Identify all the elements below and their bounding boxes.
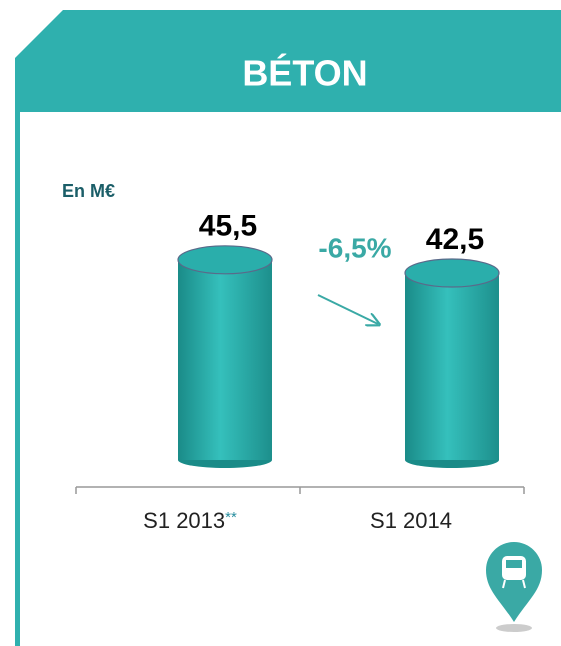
bar: [405, 273, 499, 460]
side-border: [15, 112, 20, 646]
footnote-mark: **: [225, 509, 237, 526]
value-label: 45,5: [199, 210, 257, 243]
value-label: 42,5: [426, 223, 484, 256]
unit-label: En M€: [62, 181, 115, 201]
category-name: S1 2013: [143, 508, 225, 533]
chart-title: BÉTON: [242, 53, 367, 94]
change-annotation: -6,5%: [318, 232, 391, 263]
bar-top: [177, 245, 273, 275]
bar: [178, 259, 272, 460]
header-band: [15, 10, 561, 112]
bar-top: [404, 258, 500, 288]
pin-icon: [486, 542, 542, 632]
category-name: S1 2014: [370, 508, 452, 533]
trend-arrow: [317, 294, 378, 324]
x-tick-label: S1 2013**: [143, 508, 237, 533]
x-tick-label: S1 2014: [370, 508, 452, 533]
